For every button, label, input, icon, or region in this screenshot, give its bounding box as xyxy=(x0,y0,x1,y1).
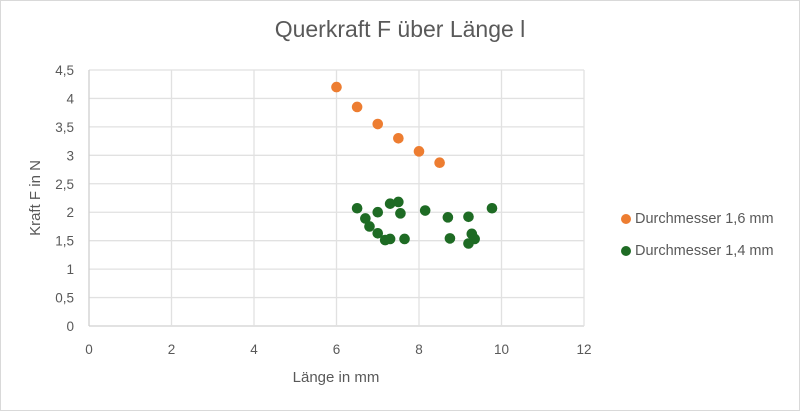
data-point xyxy=(351,202,363,214)
data-point xyxy=(463,211,474,223)
y-tick-label: 2 xyxy=(66,205,74,220)
y-tick-label: 4,5 xyxy=(55,63,74,78)
data-point xyxy=(419,205,431,216)
chart-title: Querkraft F über Länge l xyxy=(274,16,526,42)
data-point xyxy=(444,233,456,244)
data-point xyxy=(384,233,396,245)
x-tick-label: 0 xyxy=(85,342,93,357)
data-point xyxy=(364,221,375,232)
x-axis-ticks: 0 2 4 6 8 10 12 xyxy=(85,342,591,357)
legend: Durchmesser 1,6 mm Durchmesser 1,4 mm xyxy=(621,203,774,267)
y-tick-label: 1 xyxy=(66,262,74,277)
data-points xyxy=(331,81,498,249)
data-point xyxy=(360,213,371,224)
y-tick-label: 3 xyxy=(66,148,74,163)
data-point xyxy=(393,132,404,144)
y-tick-label: 1,5 xyxy=(55,234,74,249)
data-point xyxy=(486,202,498,214)
legend-marker-icon xyxy=(621,246,631,256)
x-axis-title: Länge in mm xyxy=(293,369,380,386)
data-point xyxy=(384,198,396,209)
y-tick-label: 4 xyxy=(66,91,74,106)
x-tick-label: 12 xyxy=(576,342,591,357)
x-tick-label: 4 xyxy=(250,342,258,357)
x-tick-label: 8 xyxy=(415,342,423,357)
x-tick-label: 10 xyxy=(494,342,509,357)
y-tick-label: 0 xyxy=(66,319,74,334)
data-point xyxy=(351,101,363,113)
legend-item-1-4mm: Durchmesser 1,4 mm xyxy=(621,235,774,267)
data-point xyxy=(434,157,445,169)
data-point xyxy=(463,238,474,249)
y-axis-ticks: 0 0,5 1 1,5 2 2,5 3 3,5 4 4,5 xyxy=(55,63,74,334)
y-axis-title: Kraft F in N xyxy=(27,160,44,236)
legend-item-1-6mm: Durchmesser 1,6 mm xyxy=(621,203,774,235)
legend-marker-icon xyxy=(621,214,631,224)
data-point xyxy=(399,233,410,245)
data-point xyxy=(372,227,384,239)
data-point xyxy=(442,212,454,223)
data-point xyxy=(372,206,384,218)
x-tick-label: 2 xyxy=(168,342,176,357)
data-point xyxy=(413,146,425,157)
data-point xyxy=(393,196,404,208)
gridlines xyxy=(88,69,585,327)
data-point xyxy=(395,208,406,219)
legend-label: Durchmesser 1,4 mm xyxy=(635,243,774,259)
data-point xyxy=(331,81,342,93)
legend-label: Durchmesser 1,6 mm xyxy=(635,211,774,227)
data-point xyxy=(372,118,384,130)
y-tick-label: 3,5 xyxy=(55,120,74,135)
y-tick-label: 2,5 xyxy=(55,177,74,192)
x-tick-label: 6 xyxy=(333,342,341,357)
y-tick-label: 0,5 xyxy=(55,291,74,306)
